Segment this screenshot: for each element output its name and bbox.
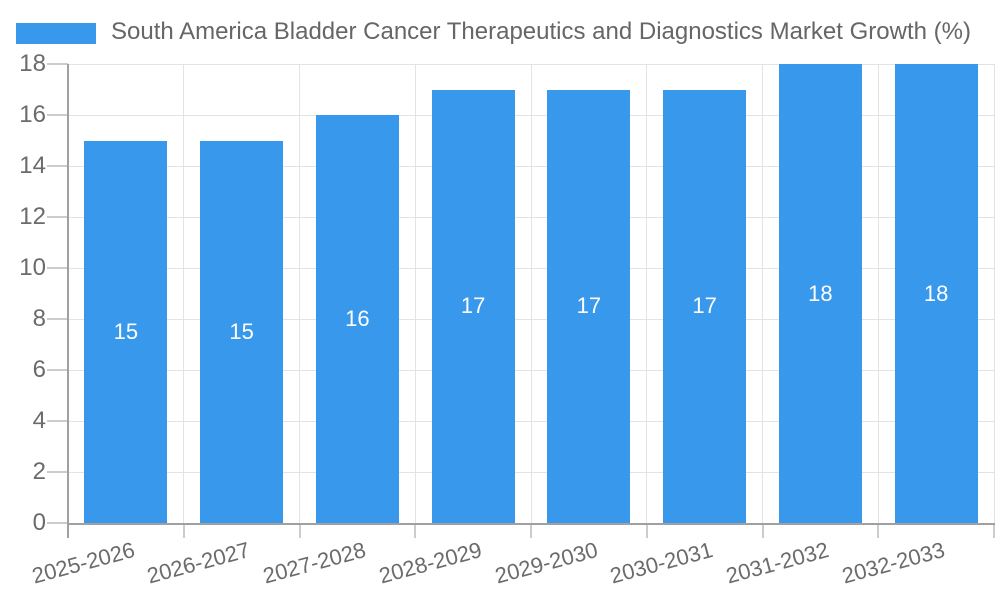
gridline-vertical xyxy=(877,64,879,523)
bar-2031-2032[interactable] xyxy=(778,64,862,523)
gridline-vertical xyxy=(414,64,416,523)
legend-swatch xyxy=(16,22,96,44)
gridline-vertical xyxy=(646,64,648,523)
y-axis-tick-label: 16 xyxy=(19,101,46,128)
y-axis-tick-label: 0 xyxy=(32,509,46,536)
y-axis-tick-label: 18 xyxy=(19,50,46,77)
gridline-vertical xyxy=(299,64,300,523)
bar-value-label: 17 xyxy=(576,293,602,319)
bar-value-label: 18 xyxy=(808,280,833,306)
x-axis-label-2028-2029: 2028-2029 xyxy=(376,537,485,589)
x-axis-tick xyxy=(645,523,648,538)
x-axis-label-2029-2030: 2029-2030 xyxy=(491,537,601,589)
y-axis-tick-label: 10 xyxy=(19,254,46,281)
bar-2025-2026[interactable] xyxy=(84,140,168,523)
x-axis-label-2027-2028: 2027-2028 xyxy=(260,537,369,589)
bar-2032-2033[interactable] xyxy=(894,64,978,523)
bar-2027-2028[interactable] xyxy=(315,115,399,523)
y-axis-tick xyxy=(47,267,68,269)
gridline-vertical xyxy=(183,64,185,523)
bar-value-label: 15 xyxy=(229,318,254,344)
x-axis-tick xyxy=(414,523,417,538)
x-axis-tick xyxy=(993,523,995,538)
y-axis-tick xyxy=(47,420,68,422)
bar-2030-2031[interactable] xyxy=(663,89,747,523)
gridline-vertical xyxy=(762,64,763,523)
y-axis-tick-label: 12 xyxy=(19,203,46,230)
y-axis-tick-label: 6 xyxy=(32,356,46,383)
x-axis-tick xyxy=(298,523,301,538)
bar-value-label: 16 xyxy=(345,306,370,331)
y-axis-tick-label: 2 xyxy=(32,458,46,485)
gridline-vertical xyxy=(993,64,995,523)
x-axis-tick xyxy=(877,523,880,538)
y-axis-tick xyxy=(47,216,68,218)
x-axis-tick xyxy=(530,523,532,538)
legend-item[interactable]: South America Bladder Cancer Therapeutic… xyxy=(16,18,971,46)
bar-2028-2029[interactable] xyxy=(431,89,515,523)
y-axis-tick xyxy=(47,522,68,524)
chart-title: South America Bladder Cancer Therapeutic… xyxy=(111,18,971,45)
bar-value-label: 15 xyxy=(113,318,139,344)
gridline-vertical xyxy=(530,64,532,523)
bar-value-label: 17 xyxy=(460,293,486,319)
x-axis-label-2030-2031: 2030-2031 xyxy=(607,537,716,589)
bar-value-label: 18 xyxy=(923,280,949,306)
bar-2029-2030[interactable] xyxy=(547,89,631,523)
x-axis-line xyxy=(68,523,995,525)
y-axis-tick-label: 14 xyxy=(19,152,46,179)
x-axis-label-2032-2033: 2032-2033 xyxy=(839,537,948,589)
x-axis-label-2025-2026: 2025-2026 xyxy=(28,537,138,589)
y-axis-tick xyxy=(47,63,68,65)
y-axis-tick-label: 4 xyxy=(32,407,46,434)
x-axis-label-2026-2027: 2026-2027 xyxy=(144,537,253,589)
y-axis-line xyxy=(67,64,69,538)
y-axis-tick xyxy=(47,114,68,116)
x-axis-label-2031-2032: 2031-2032 xyxy=(723,537,832,589)
bar-2026-2027[interactable] xyxy=(200,140,284,523)
y-axis-tick xyxy=(47,369,68,371)
y-axis-tick xyxy=(47,165,68,167)
x-axis-tick xyxy=(761,523,764,538)
x-axis-tick xyxy=(182,523,185,538)
bar-value-label: 17 xyxy=(692,293,717,319)
y-axis-tick xyxy=(47,471,68,473)
y-axis-tick-label: 8 xyxy=(32,305,46,332)
y-axis-tick xyxy=(47,318,68,320)
